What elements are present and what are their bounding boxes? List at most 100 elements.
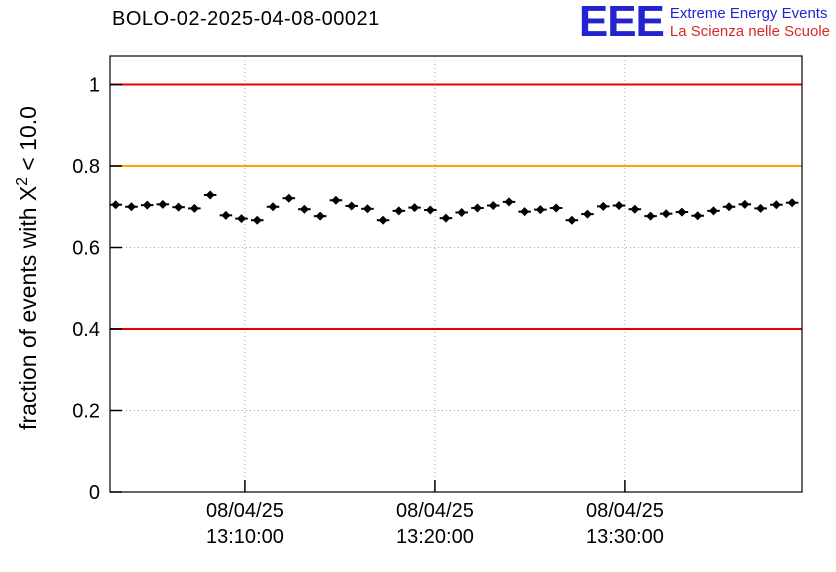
marker-diamond [126,202,136,212]
y-axis-label-exponent: 2 [14,177,32,186]
marker-diamond [677,207,687,217]
data-point [596,201,610,211]
marker-diamond [457,207,467,217]
data-point [628,204,642,214]
marker-diamond [236,214,246,224]
data-point [203,190,217,200]
y-axis-label-suffix: < 10.0 [14,106,41,178]
marker-diamond [331,195,341,205]
marker-diamond [787,198,797,208]
marker-diamond [362,204,372,214]
data-point [329,195,343,205]
data-point [581,209,594,219]
data-point [235,214,248,224]
marker-diamond [708,206,718,216]
data-point [392,206,406,216]
x-tick-label-time: 13:30:00 [586,526,664,548]
data-point [707,206,720,216]
marker-diamond [724,202,734,212]
eee-logo-letters: EEE [578,0,665,46]
data-point [644,211,657,221]
marker-diamond [347,201,357,211]
data-point [376,215,390,225]
marker-diamond [551,203,561,213]
data-point [125,202,138,212]
y-tick-label: 0 [89,482,100,504]
data-point [298,204,311,214]
data-point [785,198,799,208]
data-point [250,215,264,225]
y-tick-label: 0.4 [72,319,100,341]
y-axis-label-prefix: fraction of events with X [14,185,41,430]
data-point [518,207,531,217]
x-tick-label-date: 08/04/25 [396,500,474,522]
data-point [361,204,374,214]
data-point [408,203,421,213]
eee-logo-line2: La Scienza nelle Scuole [669,23,830,40]
eee-logo-line1: Extreme Energy Events [669,5,828,22]
marker-diamond [630,204,640,214]
data-point [534,205,547,215]
data-point [172,202,185,212]
data-point [612,201,626,211]
data-point [345,201,358,211]
data-point [659,209,673,219]
marker-diamond [582,209,592,219]
marker-diamond [410,203,420,213]
marker-diamond [221,210,231,220]
marker-diamond [488,201,498,211]
y-tick-label: 0.2 [72,401,100,423]
data-point [156,199,170,209]
data-point [502,197,516,207]
marker-diamond [378,215,388,225]
chart-title: BOLO-02-2025-04-08-00021 [112,8,380,30]
marker-diamond [174,202,184,212]
data-point [471,203,484,213]
marker-diamond [158,199,168,209]
marker-diamond [504,197,514,207]
data-point [313,211,327,221]
data-point [565,215,579,225]
data-point [266,202,280,212]
data-point [691,211,704,221]
marker-diamond [598,201,608,211]
marker-diamond [693,211,703,221]
eee-logo-text: Extreme Energy Events La Scienza nelle S… [670,2,830,41]
marker-diamond [205,190,215,200]
data-point [455,207,468,217]
x-tick-label-time: 13:10:00 [206,526,284,548]
marker-diamond [315,211,325,221]
data-point [486,201,500,211]
marker-diamond [520,207,530,217]
marker-diamond [189,203,199,213]
data-point [282,193,296,203]
data-point [770,200,783,210]
y-tick-label: 0.6 [72,238,100,260]
marker-diamond [142,200,152,210]
marker-diamond [740,199,750,209]
marker-diamond [756,203,766,213]
x-tick-label-time: 13:20:00 [396,526,474,548]
marker-diamond [567,215,577,225]
data-point [188,203,201,213]
data-point [439,213,453,223]
data-point [140,200,154,210]
marker-diamond [284,193,294,203]
marker-diamond [394,206,404,216]
eee-logo: EEE Extreme Energy Events La Scienza nel… [578,0,830,46]
x-tick-label-date: 08/04/25 [206,500,284,522]
marker-diamond [268,202,278,212]
marker-diamond [661,209,671,219]
data-point [675,207,689,217]
data-point [219,210,233,220]
data-point [754,203,767,213]
data-point [109,200,122,210]
data-point [722,202,736,212]
marker-diamond [425,205,435,215]
marker-diamond [646,211,656,221]
data-point [424,205,437,215]
plot-frame [109,55,803,493]
x-tick-label-date: 08/04/25 [586,500,664,522]
